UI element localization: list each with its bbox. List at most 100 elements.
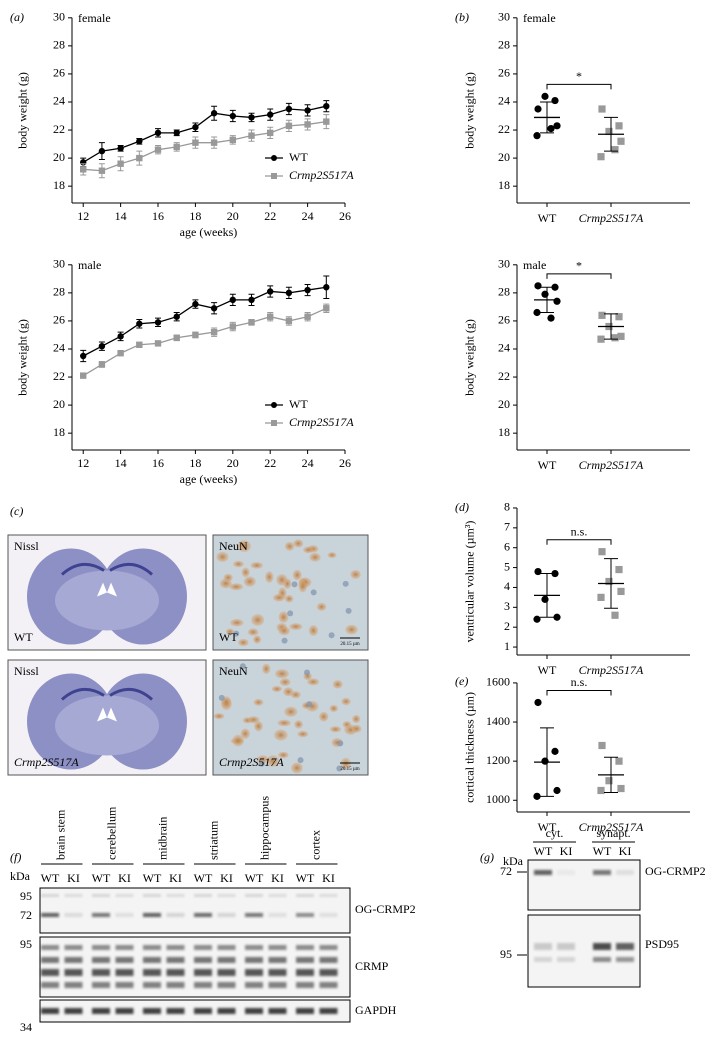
- band: [194, 1008, 212, 1014]
- neuron: [240, 728, 250, 739]
- kda-marker: 72: [20, 908, 32, 922]
- band: [92, 945, 110, 950]
- marker: [98, 361, 106, 368]
- neuron: [278, 611, 289, 623]
- marker: [611, 611, 619, 619]
- neuron: [327, 552, 337, 559]
- y-tick-label: 5: [504, 559, 510, 573]
- band: [41, 982, 59, 988]
- band: [64, 969, 83, 976]
- marker: [533, 615, 541, 623]
- sd-bar: [604, 756, 618, 793]
- y-tick-label: 24: [53, 94, 65, 108]
- marker: [136, 138, 143, 145]
- marker: [192, 300, 199, 308]
- marker: [117, 145, 124, 152]
- lane-label: KI: [619, 844, 632, 858]
- marker: [617, 332, 625, 340]
- band: [41, 945, 59, 950]
- band: [166, 945, 185, 950]
- marker: [210, 139, 218, 146]
- neuron: [289, 623, 303, 631]
- band: [64, 894, 83, 897]
- kda-marker: 95: [20, 889, 32, 903]
- lane-label: KI: [118, 871, 131, 885]
- nucleus: [291, 581, 298, 588]
- marker: [285, 105, 293, 113]
- x-tick-label: 26: [339, 209, 351, 223]
- marker: [534, 282, 542, 290]
- band: [319, 945, 338, 950]
- x-tick-label: Crmp2S517A: [579, 663, 644, 677]
- band: [319, 894, 338, 897]
- y-tick-label: 1400: [486, 714, 510, 728]
- marker: [551, 747, 559, 755]
- y-tick-label: 30: [53, 10, 65, 24]
- band: [143, 982, 161, 988]
- neuron: [253, 698, 264, 706]
- band: [194, 894, 212, 897]
- x-tick-label: WT: [538, 458, 557, 472]
- neuron: [309, 552, 321, 562]
- marker: [541, 92, 549, 100]
- legend-marker: [271, 420, 277, 426]
- marker: [323, 118, 330, 125]
- nucleus: [281, 637, 288, 644]
- marker: [534, 105, 542, 113]
- marker: [598, 741, 606, 750]
- band-label: OG-CRMP2: [645, 864, 706, 878]
- genotype-label: WT: [14, 630, 33, 644]
- y-tick-label: 1600: [486, 675, 510, 689]
- marker: [551, 283, 559, 291]
- y-tick-label: 28: [498, 285, 510, 299]
- band: [296, 913, 314, 917]
- marker: [285, 317, 293, 325]
- legend-label: Crmp2S517A: [289, 168, 354, 182]
- marker: [605, 777, 613, 785]
- marker: [598, 105, 606, 113]
- marker: [598, 548, 606, 556]
- x-tick-label: 12: [77, 209, 89, 223]
- nucleus: [310, 589, 317, 596]
- neuron: [253, 635, 262, 644]
- y-tick-label: 26: [498, 313, 510, 327]
- sd-bar: [604, 116, 618, 152]
- neuron: [316, 602, 327, 611]
- y-axis-label: body weight (g): [463, 319, 477, 396]
- nucleus: [233, 630, 240, 637]
- sd-bar: [540, 727, 554, 797]
- marker: [533, 308, 541, 317]
- marker: [615, 122, 623, 130]
- ventricle: [97, 582, 117, 597]
- fraction-label: cyt.: [546, 826, 564, 840]
- y-tick-label: 22: [53, 122, 65, 136]
- stain-label: Nissl: [14, 539, 39, 553]
- neuron: [350, 569, 361, 579]
- hippocampus: [60, 563, 154, 576]
- y-tick-label: 26: [53, 313, 65, 327]
- band: [217, 913, 236, 917]
- marker: [229, 323, 237, 330]
- panel-label: (c): [10, 504, 23, 518]
- lane-label: KI: [271, 871, 284, 885]
- neuron: [233, 560, 244, 568]
- band: [166, 894, 185, 897]
- band: [41, 1008, 59, 1014]
- y-tick-label: 24: [498, 341, 510, 355]
- y-tick-label: 2: [504, 619, 510, 633]
- band: [296, 969, 314, 976]
- band: [557, 943, 575, 950]
- band-label: PSD95: [645, 937, 679, 951]
- x-tick-label: Crmp2S517A: [579, 211, 644, 225]
- significance-label: n.s.: [571, 524, 588, 538]
- y-tick-label: 28: [498, 38, 510, 52]
- y-tick-label: 26: [498, 66, 510, 80]
- panel-label: (b): [455, 10, 469, 24]
- marker: [611, 334, 619, 342]
- panel-label: (a): [10, 10, 24, 24]
- significance-label: *: [576, 69, 582, 83]
- band: [319, 969, 338, 976]
- nucleus: [345, 607, 352, 614]
- y-tick-label: 22: [498, 122, 510, 136]
- marker: [304, 286, 311, 294]
